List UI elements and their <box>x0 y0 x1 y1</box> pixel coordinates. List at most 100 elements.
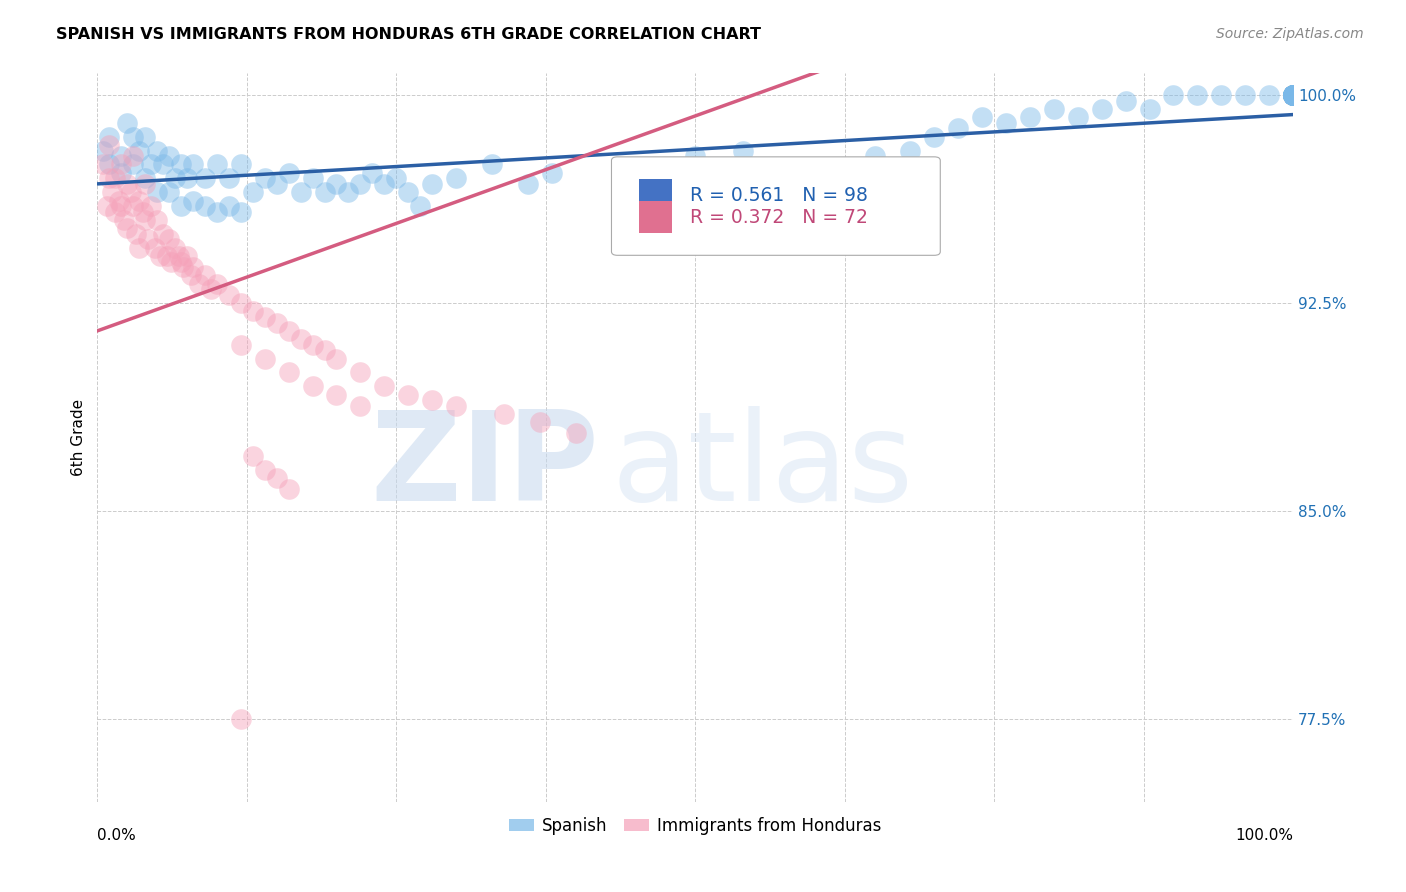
Point <box>115 221 138 235</box>
Point <box>373 379 395 393</box>
Point <box>110 157 132 171</box>
FancyBboxPatch shape <box>638 178 672 211</box>
Point <box>181 260 204 274</box>
Point <box>1139 102 1161 116</box>
Point <box>1282 88 1305 103</box>
Point <box>373 177 395 191</box>
Point <box>160 254 183 268</box>
Point <box>122 149 145 163</box>
Point <box>181 194 204 208</box>
Point <box>141 199 163 213</box>
Point <box>229 296 252 310</box>
Point <box>115 116 138 130</box>
Point <box>409 199 432 213</box>
Point <box>242 304 264 318</box>
Point <box>170 254 193 268</box>
Point <box>1282 88 1305 103</box>
Point <box>253 171 276 186</box>
Point <box>266 177 288 191</box>
Point <box>1282 88 1305 103</box>
Point <box>1282 88 1305 103</box>
Point <box>143 241 166 255</box>
Point <box>176 171 198 186</box>
Point <box>540 166 562 180</box>
Point <box>1282 88 1305 103</box>
Point <box>277 482 299 496</box>
Point <box>1282 88 1305 103</box>
Point <box>1282 88 1305 103</box>
Point <box>134 213 156 227</box>
Point <box>172 260 194 274</box>
Point <box>108 194 131 208</box>
Text: 0.0%: 0.0% <box>97 828 136 843</box>
Point <box>564 426 586 441</box>
Point <box>170 199 193 213</box>
Point <box>253 351 276 366</box>
Point <box>242 185 264 199</box>
Point <box>481 157 503 171</box>
Point <box>104 204 127 219</box>
Point <box>194 268 217 283</box>
Text: atlas: atlas <box>612 406 914 527</box>
Point <box>122 129 145 144</box>
Point <box>157 232 180 246</box>
Point <box>229 337 252 351</box>
Point <box>1282 88 1305 103</box>
Point <box>128 241 150 255</box>
Point <box>218 288 240 302</box>
Point <box>827 199 849 213</box>
Point <box>1282 88 1305 103</box>
Point <box>98 171 121 186</box>
Point <box>205 204 228 219</box>
Point <box>91 157 114 171</box>
Point <box>1282 88 1305 103</box>
Point <box>110 166 132 180</box>
Point <box>134 171 156 186</box>
Text: R = 0.561   N = 98: R = 0.561 N = 98 <box>690 186 869 204</box>
Point <box>181 157 204 171</box>
Point <box>863 149 886 163</box>
Legend: Spanish, Immigrants from Honduras: Spanish, Immigrants from Honduras <box>502 810 889 841</box>
Point <box>1282 88 1305 103</box>
Point <box>1282 88 1305 103</box>
Point <box>1282 88 1305 103</box>
Point <box>1282 88 1305 103</box>
Point <box>731 144 754 158</box>
Point <box>444 171 467 186</box>
Point <box>1019 111 1042 125</box>
Point <box>277 324 299 338</box>
Point <box>314 343 336 358</box>
Point <box>242 449 264 463</box>
Point <box>1091 102 1114 116</box>
Point <box>1115 94 1137 108</box>
Point <box>1067 111 1090 125</box>
Point <box>420 177 443 191</box>
Point <box>128 144 150 158</box>
Point <box>444 399 467 413</box>
Point <box>98 129 121 144</box>
Point <box>1043 102 1066 116</box>
Point <box>165 241 187 255</box>
Point <box>194 171 217 186</box>
Point <box>96 199 118 213</box>
Point <box>91 144 114 158</box>
Point <box>1282 88 1305 103</box>
Point <box>1258 88 1281 103</box>
Point <box>253 462 276 476</box>
Text: Source: ZipAtlas.com: Source: ZipAtlas.com <box>1216 27 1364 41</box>
Point <box>188 277 211 291</box>
Y-axis label: 6th Grade: 6th Grade <box>72 399 86 476</box>
Point <box>98 157 121 171</box>
Point <box>361 166 384 180</box>
Point <box>205 277 228 291</box>
Point <box>337 185 360 199</box>
Point <box>516 177 538 191</box>
Point <box>100 185 122 199</box>
Point <box>200 282 222 296</box>
Point <box>1187 88 1209 103</box>
Point <box>157 185 180 199</box>
Point <box>349 177 371 191</box>
Point <box>205 157 228 171</box>
Point <box>170 157 193 171</box>
Point <box>1282 88 1305 103</box>
